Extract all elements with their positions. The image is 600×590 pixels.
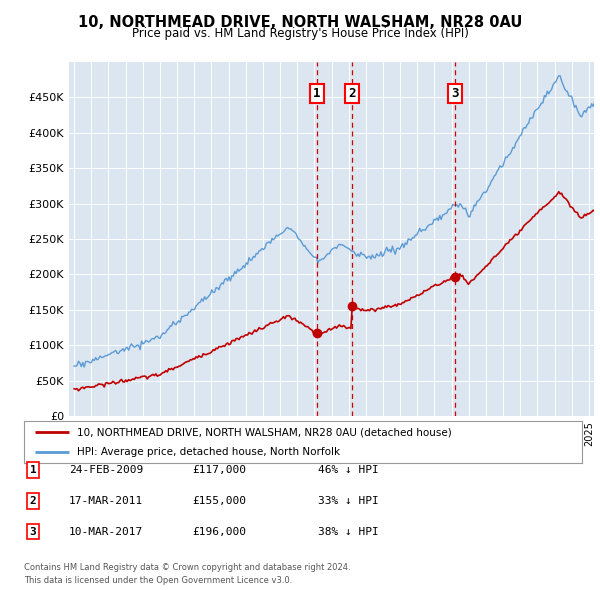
Text: 24-FEB-2009: 24-FEB-2009 xyxy=(69,466,143,475)
Text: Contains HM Land Registry data © Crown copyright and database right 2024.: Contains HM Land Registry data © Crown c… xyxy=(24,563,350,572)
Text: Price paid vs. HM Land Registry's House Price Index (HPI): Price paid vs. HM Land Registry's House … xyxy=(131,27,469,40)
Text: 2: 2 xyxy=(29,496,37,506)
Text: 10, NORTHMEAD DRIVE, NORTH WALSHAM, NR28 0AU: 10, NORTHMEAD DRIVE, NORTH WALSHAM, NR28… xyxy=(78,15,522,30)
Text: 3: 3 xyxy=(29,527,37,536)
Text: £117,000: £117,000 xyxy=(192,466,246,475)
Text: 38% ↓ HPI: 38% ↓ HPI xyxy=(318,527,379,536)
Text: 10-MAR-2017: 10-MAR-2017 xyxy=(69,527,143,536)
Text: HPI: Average price, detached house, North Norfolk: HPI: Average price, detached house, Nort… xyxy=(77,447,340,457)
Bar xyxy=(317,62,352,416)
Text: 3: 3 xyxy=(451,87,458,100)
Text: 1: 1 xyxy=(29,466,37,475)
Text: This data is licensed under the Open Government Licence v3.0.: This data is licensed under the Open Gov… xyxy=(24,576,292,585)
Text: 17-MAR-2011: 17-MAR-2011 xyxy=(69,496,143,506)
Text: 46% ↓ HPI: 46% ↓ HPI xyxy=(318,466,379,475)
Text: 1: 1 xyxy=(313,87,320,100)
Text: 2: 2 xyxy=(349,87,356,100)
Text: £155,000: £155,000 xyxy=(192,496,246,506)
Text: £196,000: £196,000 xyxy=(192,527,246,536)
Text: 10, NORTHMEAD DRIVE, NORTH WALSHAM, NR28 0AU (detached house): 10, NORTHMEAD DRIVE, NORTH WALSHAM, NR28… xyxy=(77,427,452,437)
Text: 33% ↓ HPI: 33% ↓ HPI xyxy=(318,496,379,506)
